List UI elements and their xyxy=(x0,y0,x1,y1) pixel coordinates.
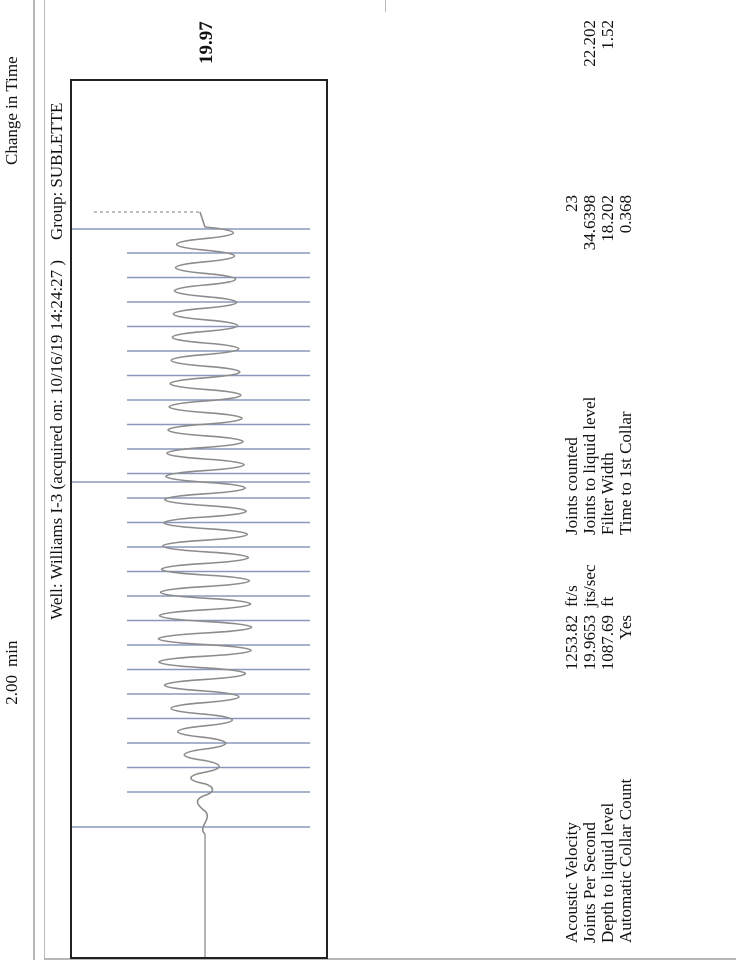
stat-unit-acoustic-velocity: ft/s xyxy=(563,585,581,607)
stat-value-joints-per-second: 19.9653 xyxy=(581,615,599,695)
stat-value-acoustic-velocity: 1253.82 xyxy=(563,615,581,695)
stat-unit-depth-to-liquid-level: ft xyxy=(599,597,617,607)
stat-label-joints-per-second: Joints Per Second xyxy=(581,822,599,943)
change-in-time-value: 2.00 xyxy=(3,675,21,745)
acoustic-trace-plot xyxy=(70,79,328,959)
stat-extra-filter-width: 1.52 xyxy=(599,20,617,100)
change-in-time-unit: min xyxy=(3,641,21,667)
stat-value-joints-to-liquid-level: 34.6398 xyxy=(581,195,599,275)
peak-value: 19.97 xyxy=(198,21,216,64)
stat-value-depth-to-liquid-level: 1087.69 xyxy=(599,615,617,695)
stat-label-time-to-1st-collar: Time to 1st Collar xyxy=(617,411,635,535)
stat-label-joints-to-liquid-level: Joints to liquid level xyxy=(581,397,599,535)
well-label: Well: Williams I-3 (acquired on: 10/16/1… xyxy=(48,260,66,670)
group-label: Group: SUBLETTE xyxy=(48,103,66,240)
stat-value-filter-width: 18.202 xyxy=(599,195,617,275)
stat-label-automatic-collar-count: Automatic Collar Count xyxy=(617,779,635,943)
stat-label-depth-to-liquid-level: Depth to liquid level xyxy=(599,803,617,943)
acoustic-trace-svg xyxy=(72,81,326,957)
stat-unit-joints-per-second: jts/sec xyxy=(581,565,599,608)
stat-label-filter-width: Filter Width xyxy=(599,452,617,535)
stat-label-joints-counted: Joints counted xyxy=(563,437,581,535)
stat-value-automatic-collar-count: Yes xyxy=(617,615,635,695)
stat-extra-joints-to-liquid-level: 22.202 xyxy=(581,20,599,100)
change-in-time-label: Change in Time xyxy=(3,56,21,165)
stat-value-joints-counted: 23 xyxy=(563,195,581,275)
stat-value-time-to-1st-collar: 0.368 xyxy=(617,195,635,275)
stat-label-acoustic-velocity: Acoustic Velocity xyxy=(563,822,581,943)
